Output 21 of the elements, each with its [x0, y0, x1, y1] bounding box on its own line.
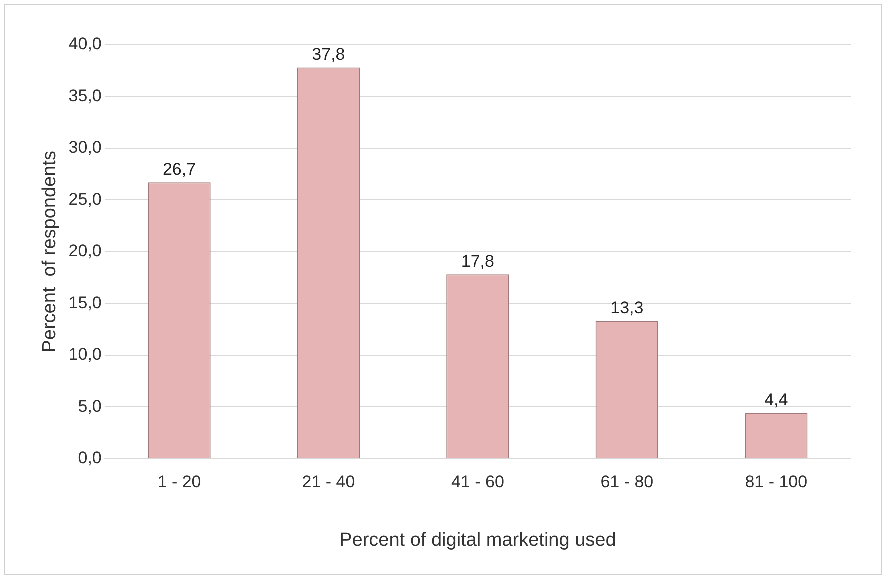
- data-label: 4,4: [764, 390, 788, 410]
- x-tick-label: 21 - 40: [302, 472, 356, 492]
- y-tick-label: 0,0: [78, 448, 102, 468]
- y-tick-label: 20,0: [68, 242, 102, 261]
- y-tick-label: 40,0: [68, 34, 102, 54]
- y-tick-label: 15,0: [68, 293, 102, 312]
- y-tick-label: 10,0: [68, 345, 102, 364]
- x-tick-label: 81 - 100: [745, 472, 808, 492]
- x-tick-label: 41 - 60: [451, 472, 504, 492]
- data-label: 17,8: [461, 252, 494, 271]
- data-label: 13,3: [610, 298, 644, 318]
- y-axis-title: Percent of respondents: [40, 151, 61, 353]
- data-label: 37,8: [312, 44, 346, 64]
- y-tick-label: 25,0: [68, 190, 102, 209]
- data-label: 26,7: [162, 160, 196, 179]
- x-axis-title: Percent of digital marketing used: [340, 530, 616, 551]
- y-tick-label: 35,0: [68, 86, 102, 106]
- y-tick-label: 5,0: [78, 396, 102, 416]
- x-tick-label: 61 - 80: [600, 472, 654, 492]
- y-tick-label: 30,0: [68, 138, 102, 158]
- x-tick-label: 1 - 20: [158, 472, 202, 492]
